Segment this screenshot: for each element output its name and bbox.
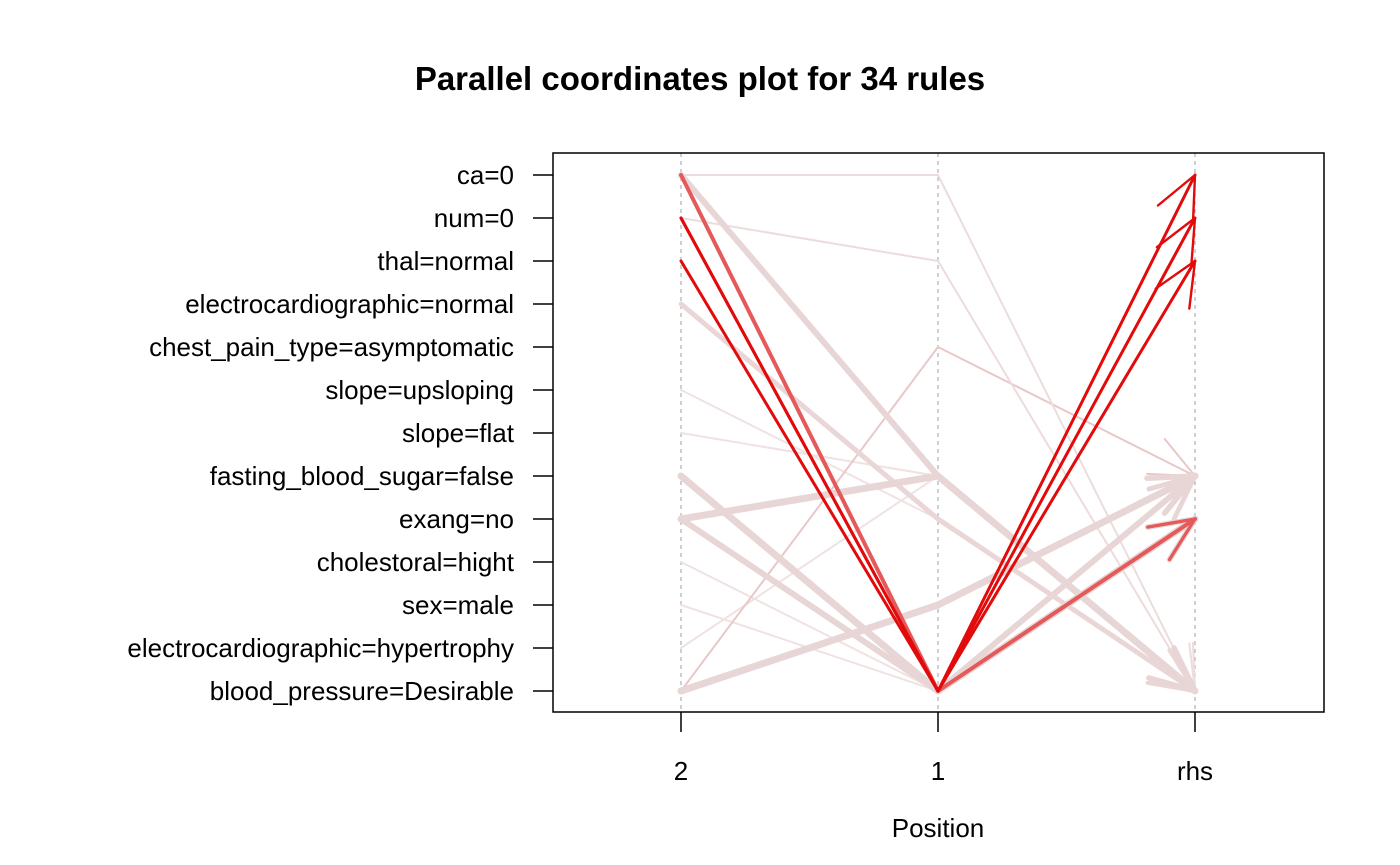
rule-arrowhead [1155, 216, 1197, 268]
y-tick-label: cholestoral=hight [317, 547, 515, 577]
y-tick-label: electrocardiographic=hypertrophy [127, 633, 514, 663]
y-tick-label: ca=0 [457, 160, 514, 190]
y-tick-label: num=0 [434, 203, 514, 233]
rule-path [677, 472, 1199, 695]
x-tick-label: rhs [1177, 756, 1213, 786]
rule-arrowhead [1154, 259, 1197, 310]
rule-arrowhead [1156, 173, 1197, 225]
y-tick-label: thal=normal [377, 246, 514, 276]
y-tick-label: slope=upsloping [325, 375, 514, 405]
rule-line [679, 173, 1197, 693]
rule-arrowhead [1146, 437, 1196, 477]
grid-lines [680, 153, 1196, 712]
x-tick-label: 2 [674, 756, 688, 786]
y-tick-label: chest_pain_type=asymptomatic [149, 332, 514, 362]
rule-path [677, 472, 1199, 695]
y-axis: ca=0 num=0 thal=normal electrocardiographic… [127, 160, 553, 706]
x-axis-title: Position [892, 813, 985, 843]
rule-arrowhead [1146, 645, 1198, 694]
rule-arrowhead [1146, 517, 1197, 562]
y-tick-label: slope=flat [402, 418, 515, 448]
y-tick-label: blood_pressure=Desirable [210, 676, 514, 706]
rule-line [677, 472, 1199, 695]
rule-lines [677, 172, 1199, 695]
x-axis: 2 1 rhs [674, 712, 1213, 786]
chart-title: Parallel coordinates plot for 34 rules [415, 60, 985, 97]
rule-line [677, 472, 1199, 695]
x-tick-label: 1 [931, 756, 945, 786]
y-tick-label: fasting_blood_sugar=false [210, 461, 514, 491]
rule-arrowhead [1144, 473, 1198, 516]
y-tick-label: electrocardiographic=normal [185, 289, 514, 319]
y-tick-label: exang=no [399, 504, 514, 534]
y-tick-label: sex=male [402, 590, 514, 620]
rule-path [679, 173, 1197, 693]
